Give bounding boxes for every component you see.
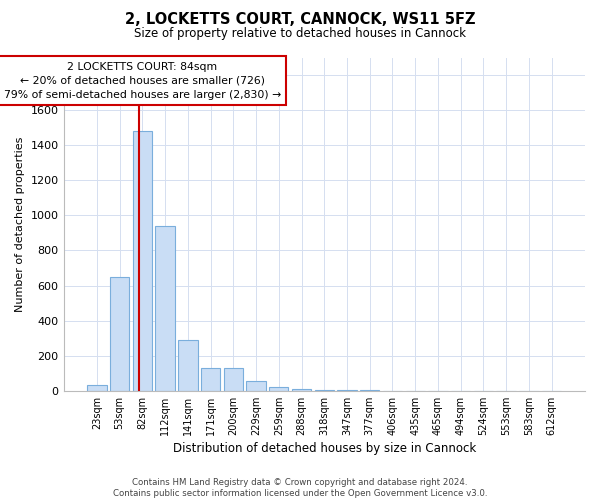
- Bar: [292, 389, 311, 391]
- Text: 2 LOCKETTS COURT: 84sqm
← 20% of detached houses are smaller (726)
79% of semi-d: 2 LOCKETTS COURT: 84sqm ← 20% of detache…: [4, 62, 281, 100]
- Bar: [337, 390, 356, 391]
- Bar: [201, 368, 220, 391]
- Bar: [133, 131, 152, 391]
- Bar: [224, 368, 243, 391]
- Bar: [247, 381, 266, 391]
- Bar: [110, 277, 130, 391]
- Text: Size of property relative to detached houses in Cannock: Size of property relative to detached ho…: [134, 28, 466, 40]
- Y-axis label: Number of detached properties: Number of detached properties: [15, 136, 25, 312]
- Bar: [178, 340, 197, 391]
- Bar: [314, 390, 334, 391]
- Text: Contains HM Land Registry data © Crown copyright and database right 2024.
Contai: Contains HM Land Registry data © Crown c…: [113, 478, 487, 498]
- Bar: [360, 390, 379, 391]
- Text: 2, LOCKETTS COURT, CANNOCK, WS11 5FZ: 2, LOCKETTS COURT, CANNOCK, WS11 5FZ: [125, 12, 475, 28]
- Bar: [269, 388, 289, 391]
- Bar: [87, 384, 107, 391]
- Bar: [155, 226, 175, 391]
- X-axis label: Distribution of detached houses by size in Cannock: Distribution of detached houses by size …: [173, 442, 476, 455]
